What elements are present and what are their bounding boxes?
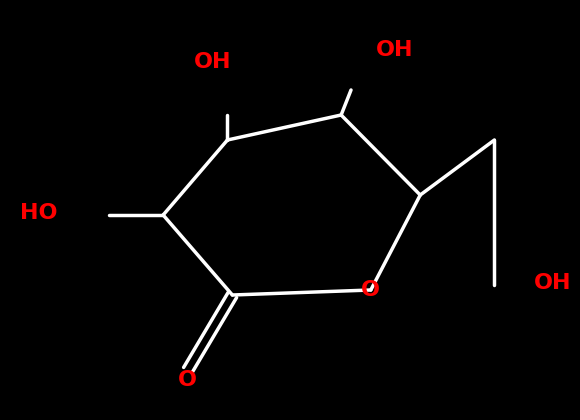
Text: O: O [179, 370, 197, 390]
Text: OH: OH [534, 273, 571, 293]
Text: O: O [361, 280, 380, 300]
Text: OH: OH [194, 52, 231, 72]
Text: HO: HO [20, 203, 57, 223]
Text: OH: OH [376, 40, 413, 60]
